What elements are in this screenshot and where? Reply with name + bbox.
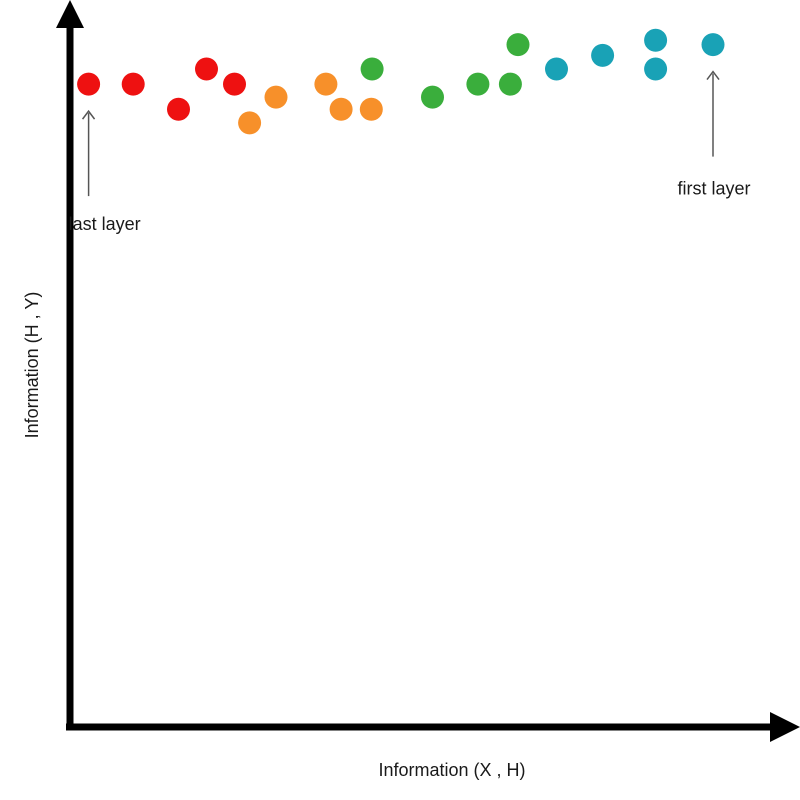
data-point-15 [506, 33, 530, 57]
x-axis-label: Information (X , H) [378, 760, 525, 780]
annotation-arrowhead-2 [706, 70, 720, 81]
y-axis-label: Information (H , Y) [22, 292, 42, 439]
data-point-4 [195, 57, 218, 81]
data-point-17 [591, 43, 615, 67]
data-point-2 [121, 72, 145, 96]
data-points [77, 28, 725, 135]
data-point-6 [238, 111, 262, 135]
annotations: last layer first layer [69, 70, 751, 234]
data-point-18 [644, 57, 668, 81]
data-point-9 [329, 97, 353, 121]
annotation-label-2: first layer [677, 179, 750, 199]
data-point-12 [421, 85, 444, 109]
data-point-5 [223, 72, 246, 96]
data-point-20 [701, 33, 725, 57]
annotation-label-1: last layer [69, 214, 141, 234]
data-point-7 [264, 85, 288, 109]
data-point-16 [545, 57, 568, 81]
data-point-14 [498, 72, 522, 96]
data-point-8 [314, 72, 338, 96]
y-axis-arrowhead [56, 0, 84, 28]
data-point-13 [466, 72, 490, 96]
data-point-10 [359, 97, 383, 121]
data-point-3 [167, 97, 190, 121]
data-point-1 [77, 72, 101, 96]
data-point-19 [644, 28, 668, 52]
annotation-arrowhead-1 [81, 109, 96, 120]
x-axis-arrowhead [770, 712, 800, 742]
axes [56, 0, 800, 742]
data-point-11 [360, 57, 384, 81]
